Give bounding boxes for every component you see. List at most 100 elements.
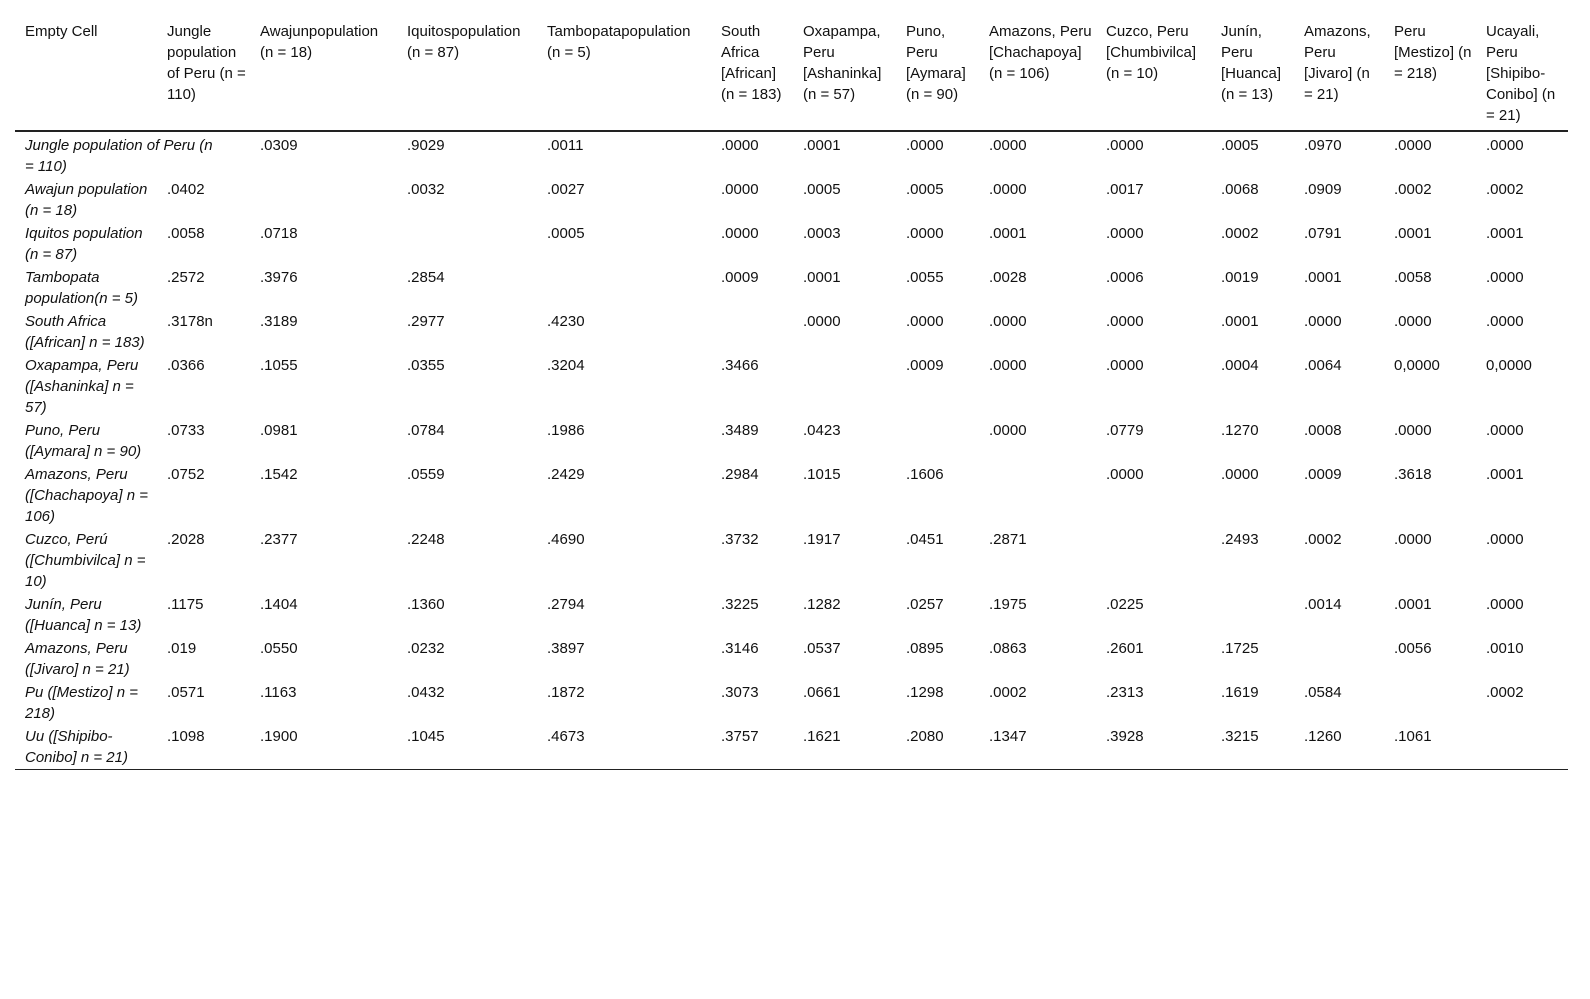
cell: .0000 <box>906 137 944 154</box>
cell: .0056 <box>1394 640 1432 657</box>
cell: .4673 <box>537 724 711 770</box>
cell: .1045 <box>397 724 537 770</box>
cell: .0000 <box>721 181 759 198</box>
cell: .3489 <box>721 422 759 439</box>
table-row: Oxapampa, Peru ([Ashaninka] n = 57) .0366… <box>15 353 1568 418</box>
cell: .4230 <box>547 313 585 330</box>
cell: .2984 <box>721 466 759 483</box>
table-header: Empty Cell Jungle population of Peru (n =… <box>15 19 1568 132</box>
cell: .0000 <box>1221 466 1259 483</box>
cell: .0002 <box>1394 181 1432 198</box>
column-header: Ucayali, Peru [Shipibo-Conibo] (n = 21) <box>1476 19 1568 132</box>
cell: .3757 <box>711 724 793 770</box>
column-header: South Africa [African] (n = 183) <box>711 19 793 132</box>
table-row: Uu ([Shipibo-Conibo] n = 21) .1098.1900.1… <box>15 724 1568 770</box>
cell: .1404 <box>260 596 298 613</box>
cell: .3073 <box>721 684 759 701</box>
cell: .2572 <box>167 269 205 286</box>
cell: .0009 <box>1304 466 1342 483</box>
cell: .0537 <box>803 640 841 657</box>
cell: .0000 <box>1304 313 1342 330</box>
cell: .0058 <box>167 225 205 242</box>
cell: .0068 <box>1221 181 1259 198</box>
cell: .0559 <box>407 466 445 483</box>
cell: .1621 <box>793 724 896 770</box>
cell: .2977 <box>407 313 445 330</box>
column-header: Junín, Peru [Huanca] (n = 13) <box>1211 19 1294 132</box>
cell: .0232 <box>407 640 445 657</box>
cell: .3215 <box>1211 724 1294 770</box>
cell: .1163 <box>260 684 297 701</box>
cell: .1061 <box>1384 724 1476 770</box>
empty-cell <box>1294 636 1384 680</box>
cell: .019 <box>167 640 197 657</box>
cell: .0970 <box>1304 137 1342 154</box>
cell: .2313 <box>1106 684 1144 701</box>
cell: .0402 <box>167 181 205 198</box>
cell: .0000 <box>1394 422 1432 439</box>
cell: .0000 <box>803 313 841 330</box>
cell: .1260 <box>1294 724 1384 770</box>
cell: .0005 <box>906 181 944 198</box>
cell: .0008 <box>1304 422 1342 439</box>
cell: .1270 <box>1221 422 1259 439</box>
cell: .0000 <box>1106 313 1144 330</box>
cell: .0000 <box>1486 422 1524 439</box>
row-label: Puno, Peru ([Aymara] n = 90) <box>25 422 142 460</box>
cell: .0001 <box>803 269 841 286</box>
cell: .0001 <box>1394 225 1432 242</box>
cell: .0733 <box>167 422 205 439</box>
cell: .1725 <box>1221 640 1259 657</box>
empty-cell <box>537 265 711 309</box>
cell: .0002 <box>1486 684 1524 701</box>
cell: .2794 <box>547 596 585 613</box>
column-header: Jungle population of Peru (n = 110) <box>157 19 250 132</box>
cell: 0,0000 <box>1394 357 1440 374</box>
cell: .0000 <box>1106 137 1144 154</box>
cell: .0028 <box>989 269 1027 286</box>
cell: .1619 <box>1221 684 1259 701</box>
cell: .1298 <box>906 684 944 701</box>
cell: .0309 <box>260 137 298 154</box>
cell: .1175 <box>167 596 204 613</box>
cell: .0000 <box>1486 137 1524 154</box>
cell: .1975 <box>989 596 1027 613</box>
table-row: Tambopata population(n = 5) .2572 .3976 .28… <box>15 265 1568 309</box>
cell: .0661 <box>803 684 841 701</box>
column-header: Cuzco, Peru [Chumbivilca] (n = 10) <box>1096 19 1211 132</box>
empty-cell <box>896 418 979 462</box>
row-label: Cuzco, Perú ([Chumbivilca] n = 10) <box>25 531 146 590</box>
cell: .0000 <box>1394 531 1432 548</box>
cell: .2601 <box>1106 640 1144 657</box>
cell: .0863 <box>989 640 1027 657</box>
cell: .0000 <box>1486 313 1524 330</box>
table-row: Amazons, Peru ([Chachapoya] n = 106) .075… <box>15 462 1568 527</box>
cell: .0451 <box>906 531 944 548</box>
cell: .0000 <box>989 313 1027 330</box>
cell: .0791 <box>1304 225 1342 242</box>
cell: .0000 <box>1486 269 1524 286</box>
cell: .3178n <box>167 313 213 330</box>
cell: .0001 <box>1394 596 1432 613</box>
cell: .4690 <box>547 531 585 548</box>
cell: .0000 <box>1394 137 1432 154</box>
empty-cell <box>711 309 793 353</box>
cell: .0032 <box>407 181 445 198</box>
cell: .0004 <box>1221 357 1259 374</box>
cell: .1986 <box>547 422 585 439</box>
row-label: Oxapampa, Peru ([Ashaninka] n = 57) <box>25 357 139 416</box>
header-row: Empty Cell Jungle population of Peru (n =… <box>15 19 1568 132</box>
cell: .0000 <box>989 181 1027 198</box>
cell: .0000 <box>989 357 1027 374</box>
empty-cell <box>397 221 537 265</box>
cell: .2854 <box>407 269 445 286</box>
cell: .3732 <box>721 531 759 548</box>
cell: .0718 <box>260 225 298 242</box>
cell: .0005 <box>1221 137 1259 154</box>
cell: .3618 <box>1394 466 1432 483</box>
cell: .1606 <box>906 466 944 483</box>
cell: .0005 <box>803 181 841 198</box>
cell: .2028 <box>167 531 205 548</box>
column-header: Amazons, Peru [Jivaro] (n = 21) <box>1294 19 1384 132</box>
cell: .1347 <box>979 724 1096 770</box>
